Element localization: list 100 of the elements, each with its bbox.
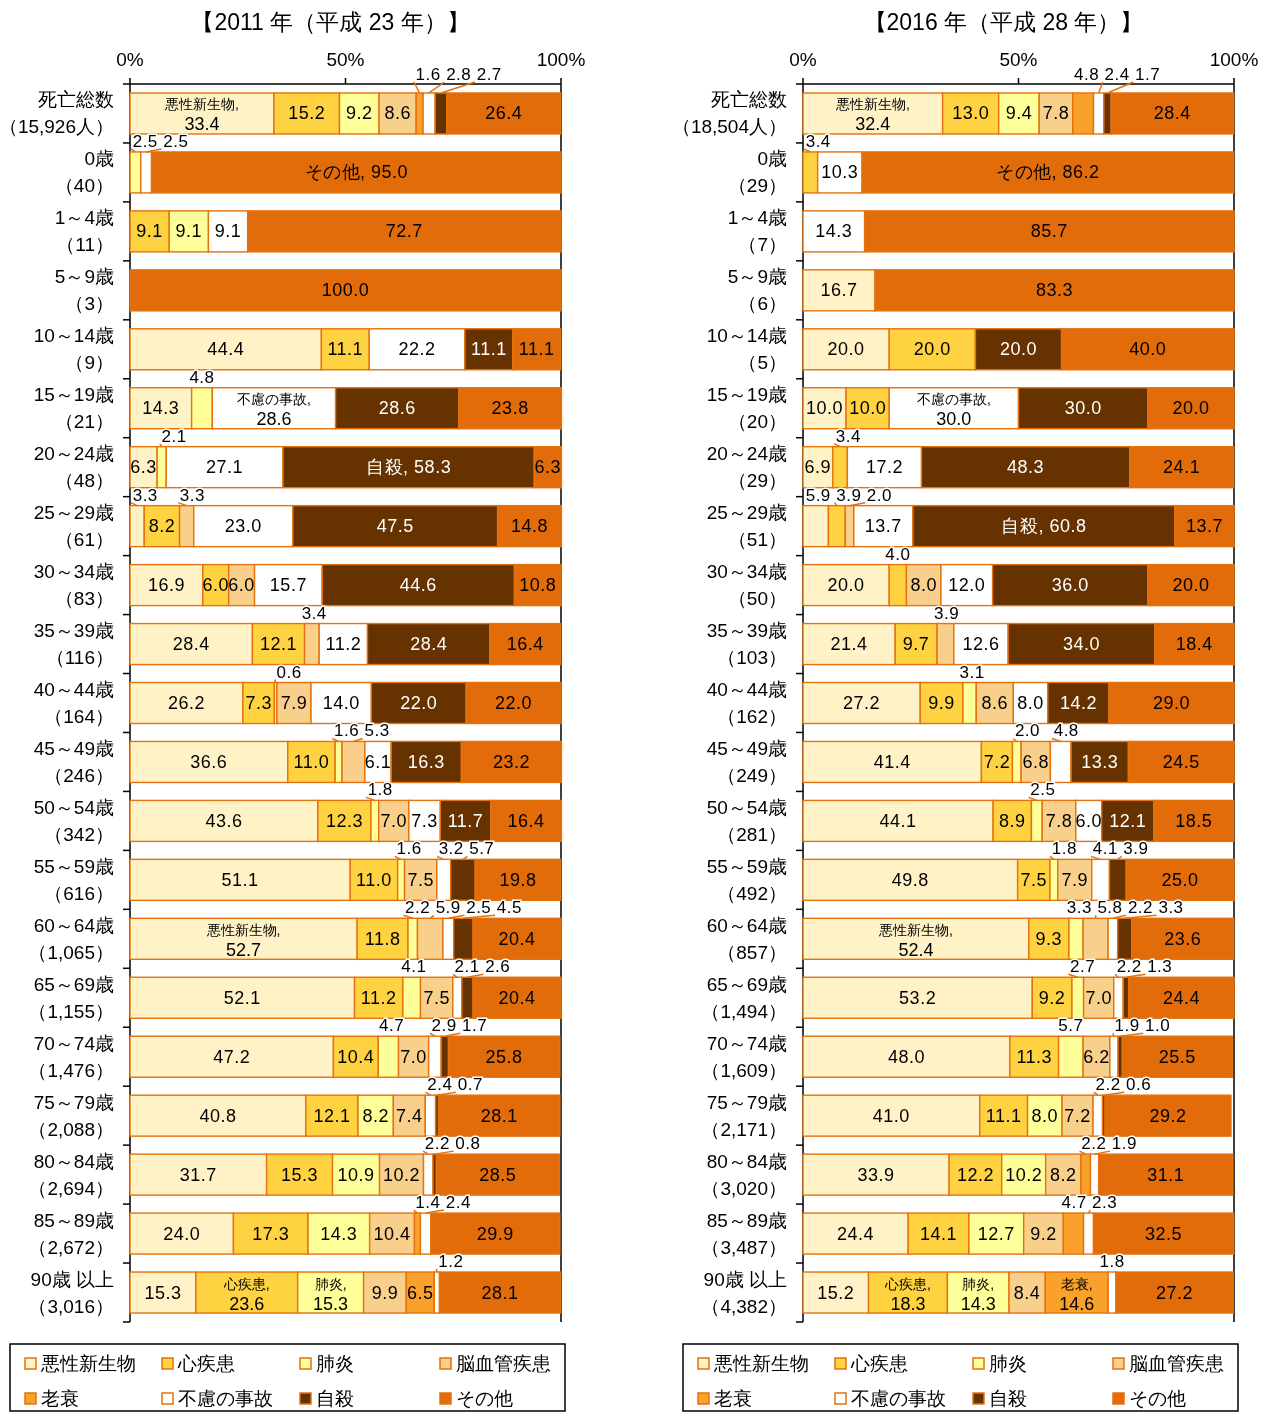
data-label: 8.6 <box>981 693 1009 713</box>
data-label: 12.1 <box>1109 810 1147 831</box>
data-label: 15.2 <box>288 103 326 124</box>
data-label: 11.0 <box>356 869 392 890</box>
legend-label: その他 <box>1129 1388 1186 1409</box>
data-label: 24.4 <box>837 1223 875 1244</box>
data-label: 2.4 <box>445 1193 471 1213</box>
data-label: 41.4 <box>873 751 911 772</box>
data-label: 9.9 <box>928 693 955 713</box>
data-label: 24.1 <box>1163 457 1201 478</box>
data-label: 2.2 <box>424 1134 450 1154</box>
data-label: 10.9 <box>337 1164 375 1185</box>
data-label: 心疾患, 18.3 <box>884 1275 931 1314</box>
data-label: 28.4 <box>1153 103 1191 124</box>
data-label: 11.1 <box>470 339 507 360</box>
data-label: 20.0 <box>1172 398 1210 419</box>
x-tick-label: 0% <box>116 49 144 70</box>
legend-label: 心疾患 <box>850 1353 908 1374</box>
data-label: 29.9 <box>476 1223 514 1244</box>
data-label: 7.9 <box>280 693 308 713</box>
y-tick-label: 30～34歳（50） <box>706 561 787 610</box>
legend-label: 自殺 <box>989 1388 1027 1409</box>
data-label: 22.0 <box>400 693 438 713</box>
data-label: 1.7 <box>462 1016 488 1036</box>
data-label: 11.1 <box>985 1105 1022 1126</box>
data-label: 34.0 <box>1062 634 1100 655</box>
data-label: 3.3 <box>1066 898 1092 918</box>
legend-label: 自殺 <box>316 1388 354 1409</box>
y-tick-label: 35～39歳（103） <box>706 620 787 669</box>
data-label: 16.4 <box>506 634 544 655</box>
data-label: 2.5 <box>466 898 492 918</box>
y-tick-label: 75～79歳（2,171） <box>701 1091 787 1140</box>
data-label: 2.1 <box>161 426 187 446</box>
y-tick-label: 90歳 以上（4,382） <box>701 1268 787 1317</box>
data-label: 7.5 <box>423 987 450 1008</box>
data-label: 24.0 <box>163 1223 201 1244</box>
data-label: 3.4 <box>805 131 831 151</box>
data-label: 22.2 <box>398 339 436 360</box>
data-label: 16.7 <box>820 280 858 301</box>
y-tick-label: 25～29歳（51） <box>706 502 787 551</box>
data-label: 1.6 <box>415 65 441 84</box>
data-label: 12.1 <box>259 634 297 655</box>
y-tick-label: 0歳（29） <box>727 148 787 197</box>
data-label: 3.4 <box>835 426 861 446</box>
data-label: 10.0 <box>849 398 887 419</box>
data-label: 4.0 <box>885 544 911 564</box>
data-label: 1.8 <box>367 780 393 800</box>
legend-label: その他 <box>456 1388 513 1409</box>
data-label: 3.9 <box>1123 839 1149 859</box>
y-tick-label: 35～39歳（116） <box>33 620 114 669</box>
data-label: 5.9 <box>805 485 831 505</box>
data-label: 5.7 <box>469 839 495 859</box>
data-label: 23.6 <box>1164 928 1202 949</box>
data-label: 7.5 <box>407 869 434 890</box>
data-label: 肺炎, 14.3 <box>960 1275 996 1314</box>
data-label: 14.3 <box>320 1223 358 1244</box>
data-label: 5.3 <box>364 721 390 741</box>
data-label: 28.4 <box>172 634 210 655</box>
data-label: 1.2 <box>438 1252 464 1272</box>
data-label: 2.0 <box>1014 721 1041 741</box>
data-label: 3.9 <box>934 603 960 623</box>
data-label: 4.1 <box>1092 839 1118 859</box>
data-label: 12.3 <box>325 810 363 831</box>
data-label: 6.2 <box>1083 1046 1110 1067</box>
data-label: 10.2 <box>383 1164 421 1185</box>
data-label: 4.8 <box>189 367 215 387</box>
y-tick-label: 5～9歳（6） <box>727 266 787 315</box>
data-label: 43.6 <box>205 810 243 831</box>
data-label: 7.3 <box>411 810 438 831</box>
y-tick-label: 0歳（40） <box>54 148 114 197</box>
y-tick-label: 80～84歳（3,020） <box>701 1150 787 1199</box>
data-label: 24.5 <box>1162 751 1200 772</box>
legend-label: 不慮の事故 <box>851 1388 946 1409</box>
data-label: 40.0 <box>1129 339 1167 360</box>
data-label: 7.0 <box>1085 987 1112 1008</box>
legend-label: 心疾患 <box>177 1353 235 1374</box>
legend-label: 脳血管疾患 <box>1129 1353 1224 1374</box>
y-tick-label: 25～29歳（61） <box>33 502 114 551</box>
data-label: 9.7 <box>902 634 930 655</box>
data-label: 8.0 <box>910 575 937 596</box>
data-label: 9.2 <box>346 103 373 124</box>
y-tick-label: 死亡総数（18,504人） <box>671 89 787 138</box>
data-label: 15.3 <box>144 1282 182 1303</box>
y-tick-label: 5～9歳（3） <box>54 266 114 315</box>
data-label: 6.0 <box>1075 810 1103 831</box>
data-label: 18.4 <box>1175 634 1213 655</box>
data-label: 10.4 <box>373 1223 411 1244</box>
data-label: 13.3 <box>1081 751 1119 772</box>
data-label: 2.5 <box>132 131 158 151</box>
legend-label: 老衰 <box>41 1388 79 1409</box>
data-label: 8.4 <box>1013 1282 1041 1303</box>
data-label: 25.0 <box>1161 869 1199 890</box>
data-label: 2.2 <box>1081 1134 1107 1154</box>
data-label: 8.2 <box>148 516 176 537</box>
data-label: 27.1 <box>206 457 244 478</box>
y-tick-label: 45～49歳（246） <box>33 737 114 786</box>
data-label: 41.0 <box>872 1105 910 1126</box>
data-label: 8.0 <box>1017 693 1044 713</box>
data-label: 16.3 <box>407 751 445 772</box>
y-tick-label: 60～64歳（857） <box>706 914 787 963</box>
